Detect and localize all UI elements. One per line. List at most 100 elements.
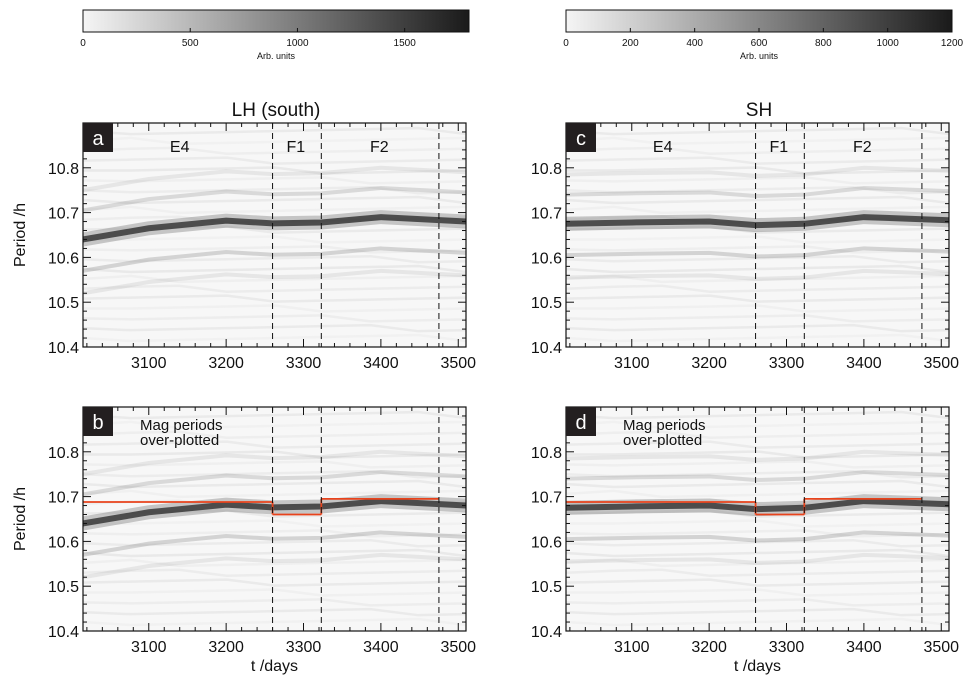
x-tick-label: 3300	[286, 355, 322, 372]
heatmap-streak	[83, 440, 466, 449]
panel-letter-badge	[83, 123, 113, 152]
heatmap-streak	[566, 136, 949, 146]
heatmap-streak	[566, 479, 949, 489]
y-tick-label: 10.4	[531, 340, 562, 357]
heatmap-streak	[83, 264, 466, 274]
heatmap-streak	[83, 519, 466, 528]
y-tick-label: 10.6	[531, 534, 562, 551]
x-tick-label: 3100	[131, 639, 167, 656]
heatmap-streak	[83, 323, 466, 333]
heatmap-streak	[566, 294, 949, 303]
heatmap-streak	[566, 205, 949, 215]
heatmap-streak	[83, 617, 466, 627]
heatmap-streak	[83, 146, 466, 156]
heatmap-streak	[83, 205, 466, 215]
colorbar-tick-label: 600	[751, 38, 768, 49]
colorbar-left-gradient	[82, 9, 470, 33]
heatmap-streak	[566, 538, 949, 548]
heatmap-streak	[83, 489, 466, 499]
annotation-text: Mag periods	[140, 417, 223, 434]
x-tick-label: 3100	[614, 355, 650, 372]
heatmap-streak	[83, 126, 466, 136]
heatmap-streak	[566, 304, 949, 313]
x-tick-label: 3500	[440, 639, 476, 656]
colorbar-tick-label: 500	[182, 38, 199, 49]
colorbar-right-label: Arb. units	[740, 51, 779, 61]
x-tick-label: 3300	[769, 355, 805, 372]
heatmap-streak	[83, 538, 466, 548]
heatmap-streak	[83, 588, 466, 597]
panel-frame	[82, 122, 467, 348]
y-tick-label: 10.7	[48, 490, 79, 507]
y-tick-label: 10.7	[531, 206, 562, 223]
heatmap-streak	[83, 410, 466, 420]
panel-letter: a	[92, 128, 104, 150]
x-tick-label: 3200	[208, 355, 244, 372]
y-tick-label: 10.7	[531, 490, 562, 507]
heatmap-streak	[566, 607, 949, 617]
heatmap-streak	[566, 568, 949, 578]
heatmap-streak	[83, 245, 466, 254]
heatmap-streak	[566, 323, 949, 333]
panel-d: 3100 3200 3300 3400 3500 10.4 10.5 10.6 10.7 10.8…	[531, 406, 959, 675]
heatmap-streak	[566, 314, 949, 323]
heatmap-streak	[83, 274, 466, 284]
y-tick-label: 10.4	[48, 340, 79, 357]
panel-a: 3100 3200 3300 3400 3500 10.4 10.5 10.6 10.7 10.8…	[12, 122, 476, 372]
y-tick-label: 10.6	[531, 250, 562, 267]
heatmap-streak	[566, 558, 949, 568]
annotation-text: Mag periods	[623, 417, 706, 434]
heatmap-streak	[566, 264, 949, 274]
heatmap-streak	[566, 460, 949, 469]
segment-label: F2	[370, 139, 389, 156]
heatmap-streak	[83, 420, 466, 430]
heatmap-streak	[83, 479, 466, 489]
y-tick-label: 10.5	[531, 579, 562, 596]
heatmap-streak	[83, 166, 466, 175]
heatmap-streak	[566, 617, 949, 627]
colorbar-tick-label: 1200	[941, 38, 964, 49]
segment-label: E4	[653, 139, 673, 156]
colorbar-right-ticks: 0 200 400 600 800 1000 1200	[563, 28, 964, 49]
heatmap-streak	[83, 430, 466, 440]
y-tick-label: 10.8	[531, 445, 562, 462]
heatmap-streak	[566, 176, 949, 185]
heatmap-streak	[83, 333, 466, 343]
x-tick-label: 3400	[846, 639, 882, 656]
x-tick-label: 3200	[208, 639, 244, 656]
heatmap-streak	[566, 588, 949, 597]
colorbar-tick-label: 0	[80, 38, 86, 49]
y-tick-label: 10.4	[48, 624, 79, 641]
panel-letter: b	[92, 412, 103, 434]
y-tick-label: 10.8	[48, 445, 79, 462]
panel-background	[83, 123, 466, 347]
heatmap-streak	[83, 469, 466, 479]
x-tick-label: 3100	[131, 355, 167, 372]
heatmap-streak	[566, 284, 949, 294]
heatmap-streak	[83, 460, 466, 469]
heatmap-streak	[566, 450, 949, 459]
colorbar-tick-label: 400	[686, 38, 703, 49]
heatmap-streak	[566, 146, 949, 156]
panel-background	[566, 123, 949, 347]
heatmap-streak	[83, 304, 466, 313]
colorbar-tick-label: 200	[622, 38, 639, 49]
panel-b: 3100 3200 3300 3400 3500 10.4 10.5 10.6 10.7 10.8…	[12, 406, 476, 675]
y-tick-label: 10.8	[48, 161, 79, 178]
heatmap-streak	[83, 235, 466, 244]
heatmap-streak	[566, 126, 949, 136]
heatmap-streak	[83, 314, 466, 323]
annotation-text: over-plotted	[140, 432, 219, 449]
segment-label: F1	[769, 139, 788, 156]
x-tick-label: 3400	[363, 639, 399, 656]
heatmap-streak	[83, 156, 466, 165]
y-tick-label: 10.7	[48, 206, 79, 223]
y-tick-label: 10.5	[48, 295, 79, 312]
heatmap-streak	[83, 450, 466, 459]
panel-letter-badge	[566, 123, 596, 152]
panel-frame	[565, 122, 950, 348]
segment-label: F1	[286, 139, 305, 156]
heatmap-streak	[566, 509, 949, 518]
heatmap-streak	[83, 185, 466, 195]
colorbar-left-ticks: 0 500 1000 1500	[80, 28, 416, 49]
